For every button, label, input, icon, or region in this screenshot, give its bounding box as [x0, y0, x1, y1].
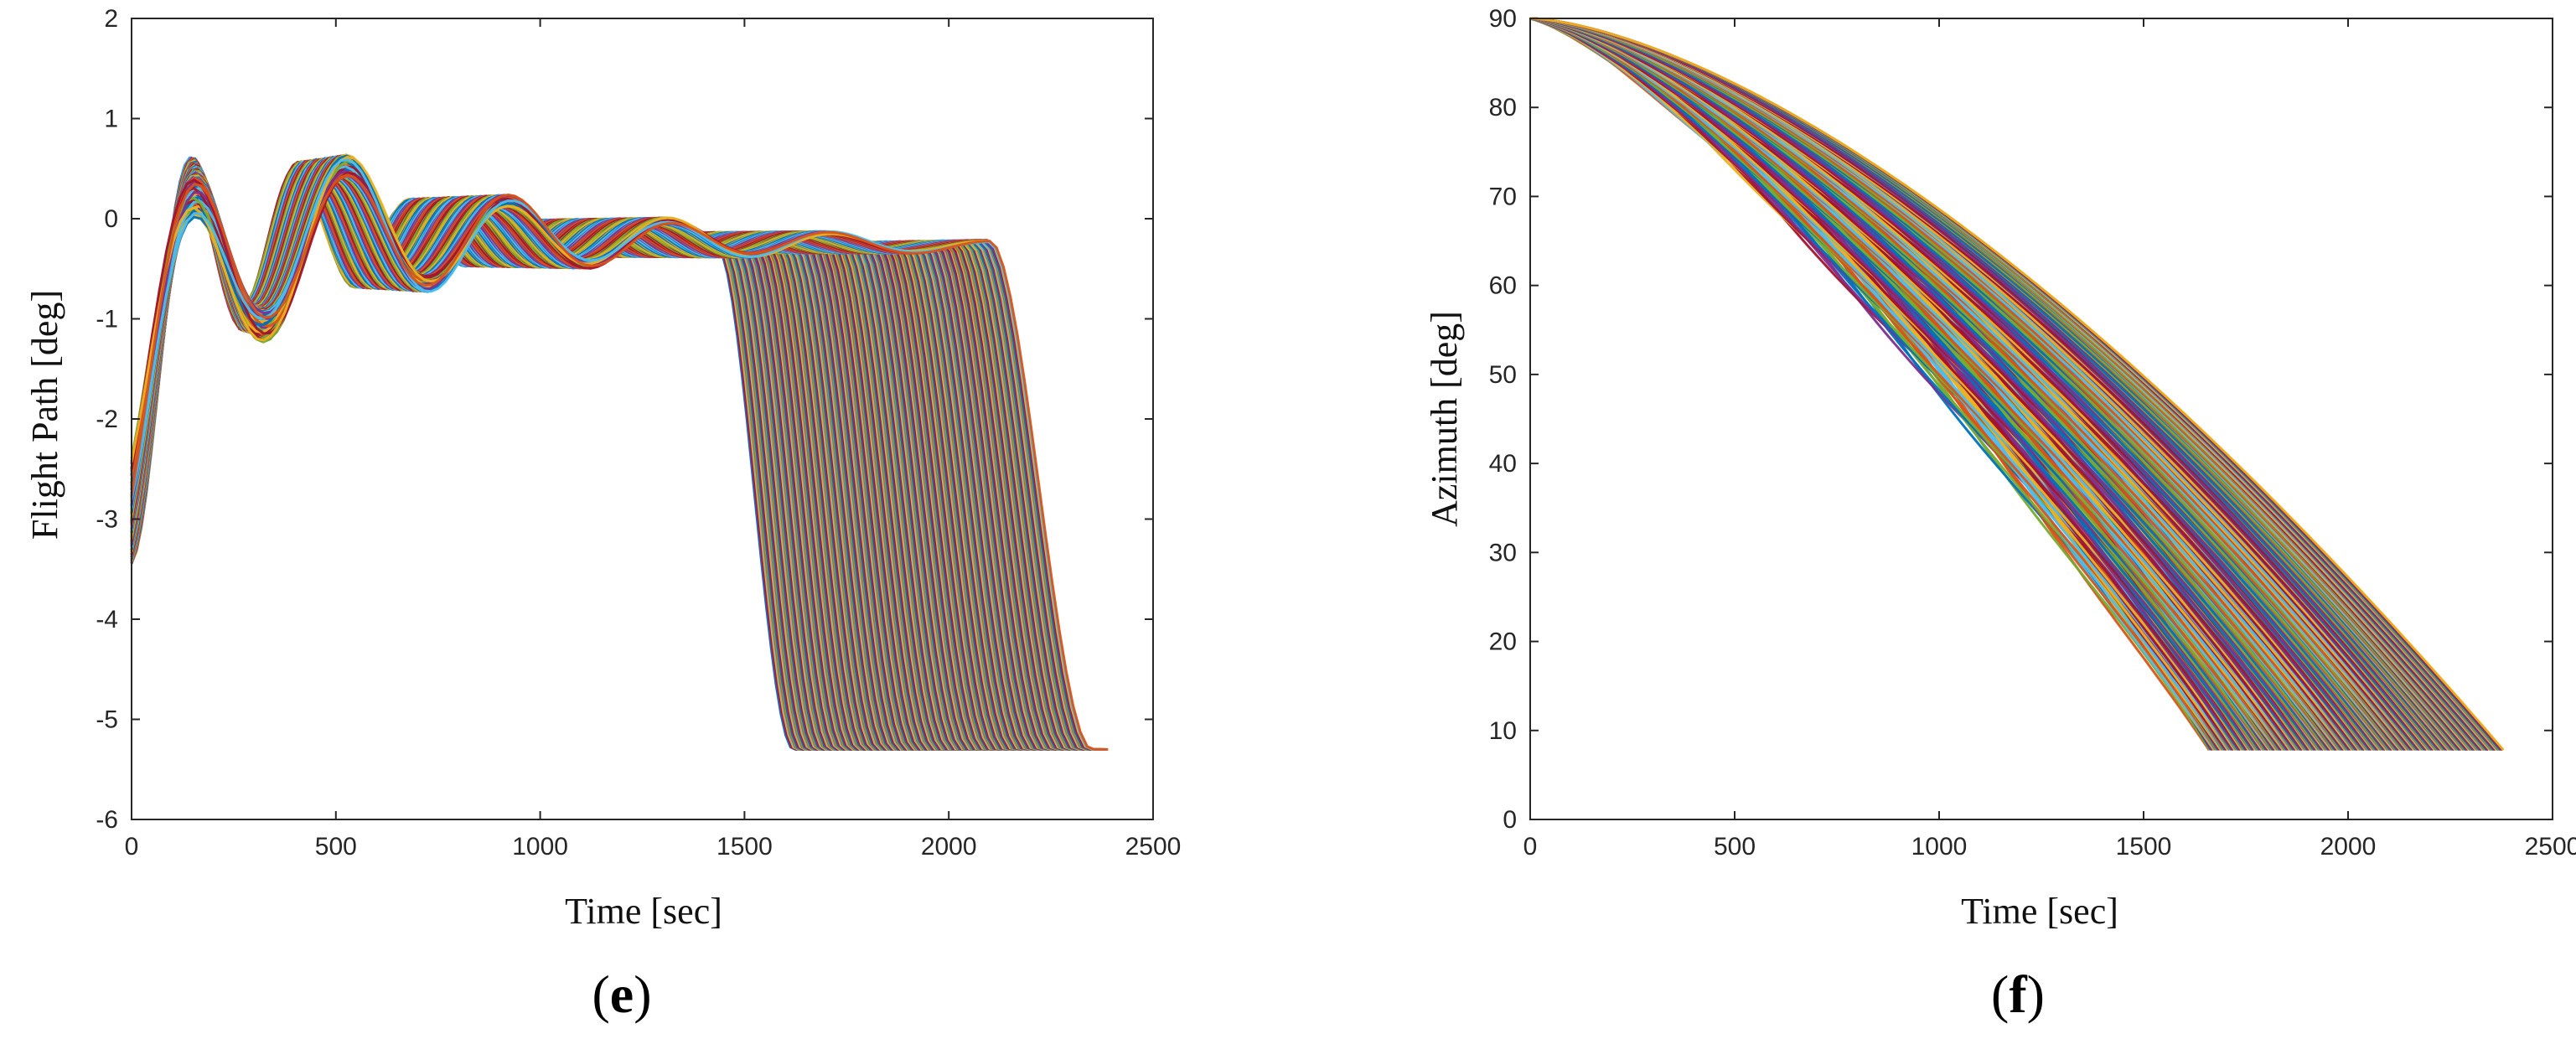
- panel-label-e: (e): [592, 964, 651, 1024]
- flight-path-y-tick-label: 2: [104, 5, 118, 33]
- flight-path-y-tick-label: 0: [104, 205, 118, 233]
- flight-path-x-tick-label: 1000: [512, 833, 568, 861]
- azimuth-y-axis-label: Azimuth [deg]: [1424, 311, 1465, 527]
- flight-path-x-tick-label: 1500: [716, 833, 773, 861]
- azimuth-y-tick-label: 80: [1489, 94, 1517, 121]
- flight-path-x-axis-label: Time [sec]: [565, 891, 722, 932]
- flight-path-x-tick-label: 0: [125, 833, 139, 861]
- azimuth-x-tick-label: 1500: [2116, 833, 2172, 861]
- flight-path-series-line: [130, 173, 1109, 751]
- panel-label-e-letter: e: [610, 964, 634, 1024]
- flight-path-y-tick-label: -6: [96, 806, 118, 834]
- flight-path-y-tick-label: -3: [96, 506, 118, 534]
- flight-path-x-tick-label: 2500: [1125, 833, 1182, 861]
- azimuth-y-tick-label: 10: [1489, 717, 1517, 745]
- azimuth-x-tick-label: 500: [1714, 833, 1756, 861]
- panel-label-f: (f): [1991, 964, 2045, 1024]
- flight-path-axes: 0 500 1000 1500 2000 2500 -6 -5 -4 -3 -2 -1 0 1 2: [96, 5, 1181, 861]
- azimuth-axes-frame: [1529, 18, 2553, 820]
- chart-azimuth: 0 500 1000 1500 2000 25000102030405060708090 …: [1424, 5, 2576, 1024]
- panel-label-f-letter: f: [2009, 964, 2027, 1024]
- azimuth-series-line: [1529, 17, 2505, 752]
- flight-path-y-tick-label: -5: [96, 706, 118, 734]
- azimuth-y-tick-label: 0: [1503, 806, 1517, 834]
- azimuth-x-tick-label: 0: [1523, 833, 1538, 861]
- azimuth-y-tick-label: 60: [1489, 272, 1517, 300]
- flight-path-x-tick-label: 500: [315, 833, 357, 861]
- azimuth-y-tick-label: 40: [1489, 450, 1517, 478]
- flight-path-y-tick-label: -4: [96, 606, 118, 633]
- flight-path-y-tick-label: -1: [96, 306, 118, 333]
- azimuth-y-tick-label: 30: [1489, 539, 1517, 566]
- azimuth-axes: 0 500 1000 1500 2000 2500 0 10 20 30 40 50 60 70 80 90: [1489, 5, 2576, 861]
- azimuth-y-tick-label: 70: [1489, 183, 1517, 210]
- flight-path-y-tick-label: -2: [96, 406, 118, 433]
- azimuth-x-tick-label: 1000: [1911, 833, 1968, 861]
- azimuth-y-tick-label: 20: [1489, 628, 1517, 656]
- flight-path-y-tick-label: 1: [104, 106, 118, 133]
- flight-path-y-axis-label: Flight Path [deg]: [24, 290, 65, 540]
- chart-flight-path: 0 500 1000 1500 2000 2500 -6 -5 -4 -3 -2 -1 0 1 2 Time…: [24, 5, 1181, 1024]
- flight-path-series-group: [130, 153, 1109, 751]
- azimuth-y-tick-label: 90: [1489, 5, 1517, 33]
- azimuth-series-group: [1529, 17, 2505, 752]
- azimuth-x-tick-label: 2500: [2525, 833, 2576, 861]
- azimuth-y-tick-label: 50: [1489, 361, 1517, 389]
- flight-path-x-tick-label: 2000: [921, 833, 977, 861]
- azimuth-x-tick-label: 2000: [2320, 833, 2377, 861]
- azimuth-x-axis-label: Time [sec]: [1961, 891, 2118, 932]
